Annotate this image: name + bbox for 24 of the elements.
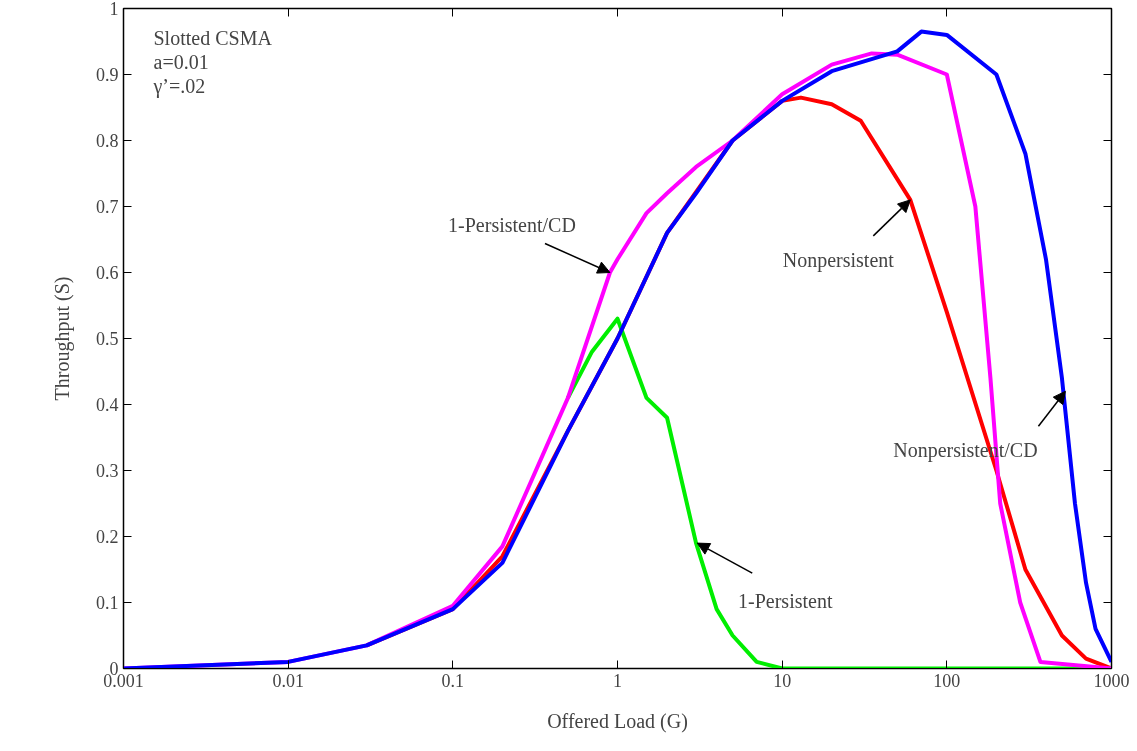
y-tick-label: 0.2 — [96, 527, 119, 547]
x-tick-label: 1 — [613, 670, 622, 691]
y-tick-label: 0.3 — [96, 461, 119, 481]
annotation: γ’=.02 — [152, 74, 206, 98]
y-tick-label: 0.1 — [96, 593, 119, 613]
x-tick-label: 1000 — [1093, 670, 1130, 691]
annotation: Slotted CSMA — [153, 26, 273, 49]
y-tick-label: 0.5 — [96, 329, 119, 349]
y-tick-label: 0.4 — [96, 395, 119, 415]
x-tick-label: 0.1 — [441, 670, 465, 691]
y-tick-label: 0.6 — [96, 263, 119, 283]
y-tick-label: 1 — [109, 0, 119, 19]
y-tick-label: 0.9 — [96, 65, 119, 85]
annotation: Nonpersistent — [782, 248, 895, 272]
y-axis-title: Throughput (S) — [51, 276, 74, 401]
x-tick-label: 0.01 — [272, 670, 304, 691]
y-tick-label: 0.8 — [96, 131, 119, 151]
x-axis-title: Offered Load (G) — [547, 709, 688, 733]
x-tick-label: 100 — [933, 670, 961, 691]
annotation: 1-Persistent/CD — [448, 213, 576, 236]
annotation: 1-Persistent — [738, 590, 833, 613]
x-tick-label: 10 — [773, 670, 792, 691]
annotation: a=0.01 — [153, 50, 209, 73]
y-tick-label: 0.7 — [96, 197, 119, 217]
